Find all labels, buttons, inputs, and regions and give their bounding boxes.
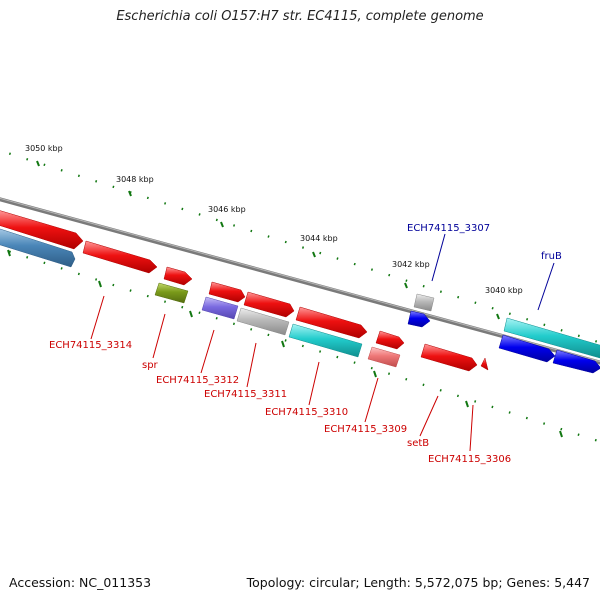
ruler-ticks xyxy=(0,149,600,344)
ruler-label: 3040 kbp xyxy=(485,286,523,295)
ruler-labels: 3050 kbp 3048 kbp 3046 kbp 3044 kbp 3042… xyxy=(25,144,523,295)
map-title: Escherichia coli O157:H7 str. EC4115, co… xyxy=(116,9,484,24)
gene-label-spr[interactable]: spr xyxy=(142,360,159,371)
gene-feature-ech74115-3314a[interactable] xyxy=(0,210,84,250)
major-tick xyxy=(36,160,40,167)
gene-feature-blue-small[interactable] xyxy=(407,310,431,328)
major-tick xyxy=(128,190,132,197)
gene-feature-ech74115-3311[interactable] xyxy=(236,307,290,336)
reverse-strand-features xyxy=(0,210,600,374)
ruler-label: 3046 kbp xyxy=(208,205,246,214)
major-tick xyxy=(220,221,224,228)
major-tick xyxy=(404,282,408,289)
ruler-label: 3048 kbp xyxy=(116,175,154,184)
minor-tick xyxy=(98,280,102,288)
gene-label-ech74115-3312[interactable]: ECH74115_3312 xyxy=(156,375,239,386)
gene-feature-red-small-2[interactable] xyxy=(208,281,246,303)
gene-feature-spr[interactable] xyxy=(154,282,189,304)
gene-feature-blue-2[interactable] xyxy=(552,349,600,374)
gene-feature-steel[interactable] xyxy=(0,228,76,268)
gene-feature-fruB[interactable] xyxy=(503,317,600,359)
inner-ruler-ticks xyxy=(0,247,600,443)
forward-strand-features xyxy=(407,293,600,359)
gene-label-fruB[interactable]: fruB xyxy=(541,251,562,262)
gene-feature-setB[interactable] xyxy=(420,343,478,372)
genome-summary-text: Topology: circular; Length: 5,572,075 bp… xyxy=(246,575,590,590)
ruler-label: 3044 kbp xyxy=(300,234,338,243)
minor-tick xyxy=(465,400,469,408)
gene-feature-red-3[interactable] xyxy=(243,291,295,318)
gene-feature-ech74115-3310[interactable] xyxy=(288,323,363,358)
gene-feature-blue-1[interactable] xyxy=(498,334,556,363)
minor-tick xyxy=(189,310,193,318)
gene-label-ech74115-3309[interactable]: ECH74115_3309 xyxy=(324,424,407,435)
gene-label-setB[interactable]: setB xyxy=(407,438,429,449)
gene-feature-ech74115-3312[interactable] xyxy=(201,296,239,320)
minor-tick xyxy=(559,430,563,438)
gene-feature-red-small-1[interactable] xyxy=(163,266,193,286)
ruler-label: 3042 kbp xyxy=(392,260,430,269)
gene-feature-red-5[interactable] xyxy=(375,330,405,350)
minor-tick xyxy=(373,370,377,378)
label-leader-lines xyxy=(90,233,555,452)
gene-label-ech74115-3306[interactable]: ECH74115_3306 xyxy=(428,454,511,465)
major-tick xyxy=(312,251,316,258)
gene-labels: ECH74115_3307 fruB ECH74115_3314 spr ECH… xyxy=(49,223,562,465)
gene-label-ech74115-3310[interactable]: ECH74115_3310 xyxy=(265,407,348,418)
gene-feature-ech74115-3306[interactable] xyxy=(480,357,489,371)
minor-tick xyxy=(281,340,285,348)
gene-label-ech74115-3307[interactable]: ECH74115_3307 xyxy=(407,223,490,234)
gene-feature-ech74115-3309[interactable] xyxy=(367,346,401,368)
ruler-label: 3050 kbp xyxy=(25,144,63,153)
gene-label-ech74115-3314[interactable]: ECH74115_3314 xyxy=(49,340,132,351)
gene-feature-ech74115-3314b[interactable] xyxy=(82,240,158,274)
gene-feature-ech74115-3307[interactable] xyxy=(413,293,435,312)
major-tick xyxy=(496,313,500,320)
gene-label-ech74115-3311[interactable]: ECH74115_3311 xyxy=(204,389,287,400)
accession-text: Accession: NC_011353 xyxy=(9,575,152,590)
gene-feature-red-4[interactable] xyxy=(295,306,368,339)
minor-tick xyxy=(7,249,11,257)
